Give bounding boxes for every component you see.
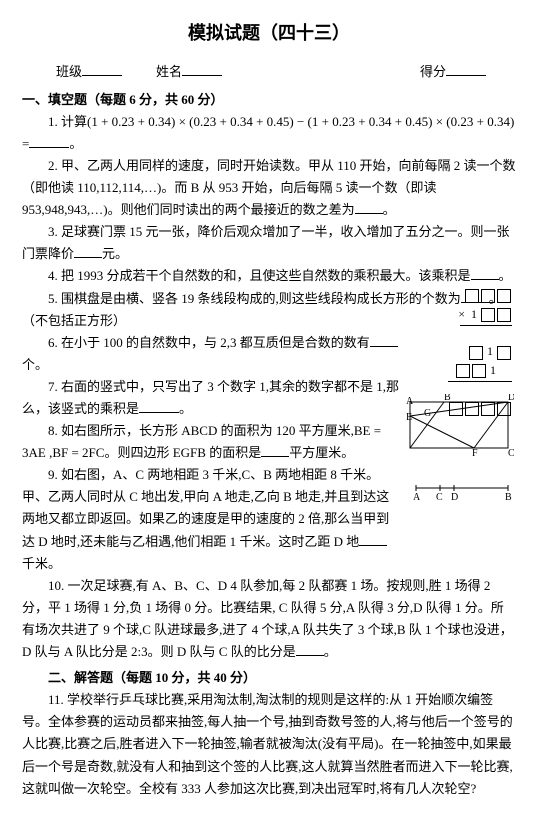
q1: 1. 计算(1 + 0.23 + 0.34) × (0.23 + 0.34 + … [22, 111, 516, 155]
svg-text:B: B [505, 492, 512, 500]
q5: 5. 围棋盘是由横、竖各 19 条线段构成的,则这些线段构成长方形的个数为。（不… [22, 288, 516, 332]
svg-text:E: E [406, 412, 412, 423]
svg-text:F: F [472, 448, 478, 456]
svg-text:A: A [406, 396, 414, 407]
score-label: 得分 [420, 61, 486, 83]
header-row: 班级 姓名 得分 [22, 61, 516, 83]
class-label: 班级 [56, 61, 122, 83]
svg-text:C: C [508, 448, 514, 456]
q11: 11. 学校举行乒乓球比赛,采用淘汰制,淘汰制的规则是这样的:从 1 开始顺次编… [22, 689, 516, 799]
svg-text:C: C [436, 492, 443, 500]
svg-text:G: G [424, 408, 431, 419]
q7: 7. 右面的竖式中，只写出了 3 个数字 1,其余的数字都不是 1,那么，该竖式… [22, 376, 408, 420]
rectangle-figure: A B D C E F G [406, 394, 514, 456]
line-figure: A C D B [410, 478, 514, 500]
svg-text:D: D [508, 394, 514, 403]
q4: 4. 把 1993 分成若干个自然数的和，且使这些自然数的乘积最大。该乘积是。 [22, 265, 516, 287]
q3: 3. 足球赛门票 15 元一张，降价后观众增加了一半，收入增加了五分之一。则一张… [22, 221, 516, 265]
name-label: 姓名 [156, 61, 222, 83]
section2-heading: 二、解答题（每题 10 分，共 40 分） [22, 667, 516, 689]
q9: 9. 如右图，A、C 两地相距 3 千米,C、B 两地相距 8 千米。甲、乙两人… [22, 464, 396, 574]
q10: 10. 一次足球赛,有 A、B、C、D 4 队参加,每 2 队都赛 1 场。按规… [22, 575, 516, 663]
page-title: 模拟试题（四十三） [22, 18, 516, 49]
svg-text:D: D [451, 492, 458, 500]
svg-text:A: A [413, 492, 421, 500]
section1-heading: 一、填空题（每题 6 分，共 60 分） [22, 89, 516, 111]
q2: 2. 甲、乙两人用同样的速度，同时开始读数。甲从 110 开始，向前每隔 2 读… [22, 155, 516, 221]
q8: 8. 如右图所示，长方形 ABCD 的面积为 120 平方厘米,BE = 3AE… [22, 420, 396, 464]
q6: 6. 在小于 100 的自然数中，与 2,3 都互质但是合数的数有个。 [22, 332, 408, 376]
svg-text:B: B [444, 394, 451, 403]
